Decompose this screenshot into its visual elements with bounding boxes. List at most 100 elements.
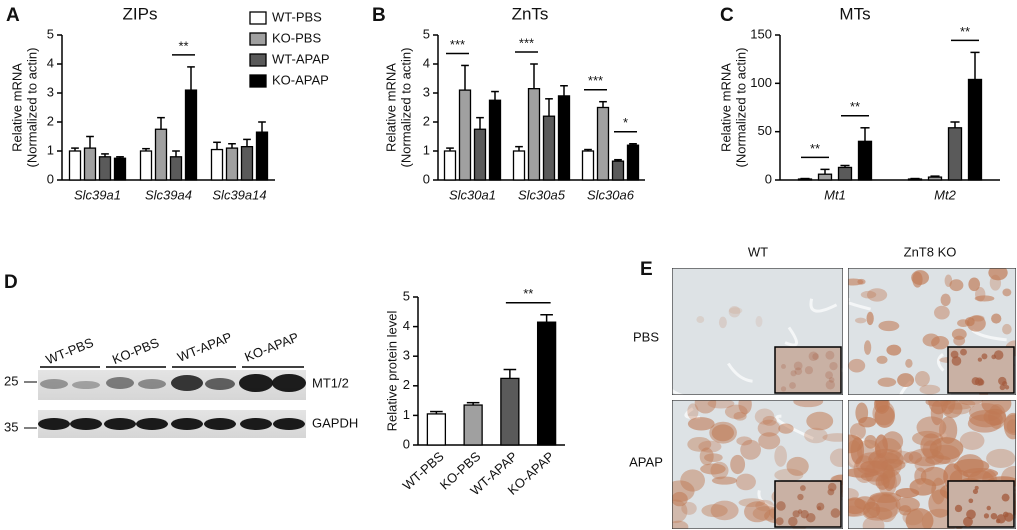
stain xyxy=(867,494,898,512)
stain xyxy=(701,504,728,518)
inset-cell xyxy=(830,508,841,518)
y-tick-label: 5 xyxy=(47,26,54,41)
y-axis-label: Relative mRNA xyxy=(383,63,398,152)
stain xyxy=(758,432,781,450)
inset-cell xyxy=(974,485,979,490)
x-tick-label: Mt2 xyxy=(934,187,956,202)
bar xyxy=(512,150,526,181)
stain xyxy=(804,427,828,444)
stain xyxy=(735,473,756,491)
x-tick-label: WT-PBS xyxy=(400,448,447,493)
stain xyxy=(829,448,843,468)
inset-cell xyxy=(788,516,798,527)
bar xyxy=(596,106,610,181)
legend-swatch xyxy=(249,53,267,67)
stain xyxy=(866,311,874,326)
stain xyxy=(953,335,966,346)
panel-letter: D xyxy=(4,272,18,293)
inset-cell xyxy=(794,367,803,376)
stain xyxy=(738,498,766,507)
inset-cell xyxy=(825,350,835,360)
bar xyxy=(542,115,556,181)
stain xyxy=(962,467,999,479)
stain xyxy=(895,497,920,513)
panel-letter: E xyxy=(640,259,653,280)
significance-label: ** xyxy=(178,38,188,53)
bar xyxy=(927,176,943,181)
stain xyxy=(848,358,866,373)
western-blot: WT-PBS KO-PBS WT-APAP KO-APAP 25 35 xyxy=(4,329,358,438)
inset-cell xyxy=(829,361,838,371)
stain xyxy=(728,307,743,314)
column-label: WT xyxy=(748,244,768,259)
bar xyxy=(240,145,254,181)
stain xyxy=(967,414,1002,433)
stain xyxy=(866,288,888,302)
inset-cell xyxy=(797,509,803,514)
band-label: MT1/2 xyxy=(312,375,349,390)
stain xyxy=(848,505,865,517)
stain xyxy=(897,373,915,388)
bar xyxy=(184,89,198,181)
stain xyxy=(778,423,794,434)
stain xyxy=(939,416,958,444)
inset-cell xyxy=(996,514,1006,524)
y-tick-label: 2 xyxy=(403,377,410,392)
stain xyxy=(710,500,739,521)
stain xyxy=(744,501,771,523)
panel-letter: B xyxy=(372,5,386,26)
stain xyxy=(754,408,775,425)
stain xyxy=(919,384,941,395)
gapdh-bands xyxy=(38,418,305,430)
stain xyxy=(858,416,877,428)
bar xyxy=(154,128,168,181)
stain xyxy=(755,315,763,328)
bar xyxy=(500,377,520,446)
stain xyxy=(854,317,867,324)
chart-title: MTs xyxy=(839,4,870,23)
significance-label: ** xyxy=(850,99,860,114)
stain xyxy=(957,319,970,327)
bar xyxy=(68,150,82,181)
stain xyxy=(711,424,734,442)
legend-label: WT-PBS xyxy=(272,9,322,24)
column-label: ZnT8 KO xyxy=(904,244,957,259)
stain xyxy=(687,417,715,431)
vessel xyxy=(727,362,753,383)
stain xyxy=(696,316,705,323)
y-tick-label: 1 xyxy=(403,407,410,422)
stain xyxy=(699,447,714,466)
stain xyxy=(974,295,995,302)
stain xyxy=(672,499,688,524)
bar xyxy=(967,78,983,181)
stain xyxy=(757,419,781,437)
stain xyxy=(877,377,897,387)
legend-label: WT-APAP xyxy=(272,51,330,66)
bar xyxy=(626,144,640,181)
bar xyxy=(488,99,502,181)
vessel xyxy=(784,326,798,347)
y-tick-label: 3 xyxy=(423,84,430,99)
y-tick-label: 150 xyxy=(750,26,772,41)
stain xyxy=(738,400,752,415)
stain xyxy=(704,453,723,462)
stain xyxy=(681,501,697,515)
stain xyxy=(707,400,735,409)
legend-swatch xyxy=(249,74,267,88)
y-tick-label: 0 xyxy=(765,171,772,186)
stain xyxy=(860,290,877,299)
inset-cell xyxy=(776,501,786,511)
stain xyxy=(989,274,1002,291)
stain xyxy=(862,516,885,529)
significance-label: *** xyxy=(519,35,534,50)
inset xyxy=(774,346,842,394)
bar xyxy=(473,128,487,181)
stain xyxy=(895,487,920,498)
stain xyxy=(710,461,729,480)
stain xyxy=(733,411,747,421)
inset-cell xyxy=(983,513,990,519)
stain xyxy=(774,445,787,467)
y-tick-label: 50 xyxy=(758,123,772,138)
bar xyxy=(139,150,153,181)
